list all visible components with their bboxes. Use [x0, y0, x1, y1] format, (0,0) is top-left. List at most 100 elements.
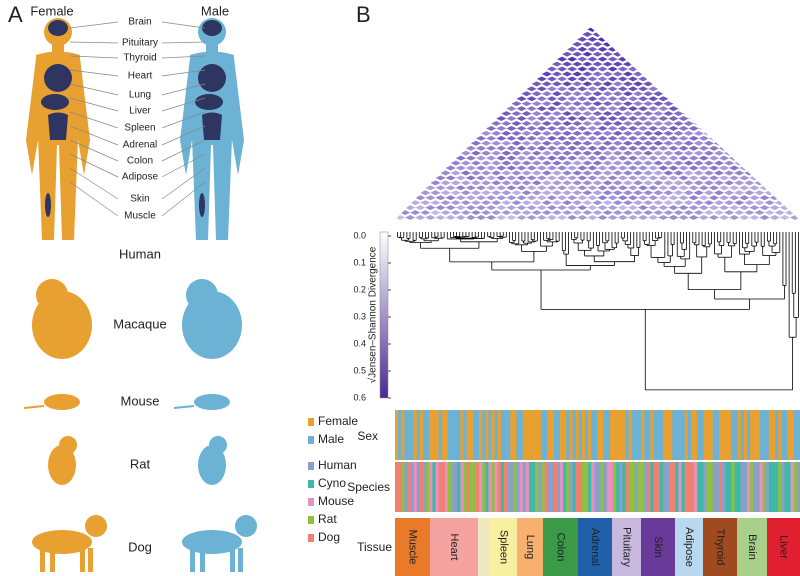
- heat-cell: [622, 160, 633, 166]
- heat-cell: [703, 180, 714, 186]
- heat-cell: [607, 145, 618, 151]
- species-stripe: [444, 462, 449, 512]
- species-stripe: [703, 462, 707, 512]
- species-stripe: [622, 462, 626, 512]
- tissue-label: Skin: [652, 536, 664, 557]
- heat-cell: [486, 145, 497, 151]
- species-stripe: [550, 462, 555, 512]
- heat-cell: [597, 215, 608, 220]
- heat-cell: [546, 155, 557, 161]
- heat-cell: [476, 175, 487, 181]
- heat-cell: [627, 205, 638, 211]
- heat-cell: [496, 165, 507, 171]
- heat-cell: [450, 160, 461, 166]
- heat-cell: [425, 215, 436, 220]
- heat-cell: [567, 106, 578, 112]
- heat-cell: [476, 195, 487, 201]
- heat-cell: [769, 195, 780, 201]
- sex-stripe: [538, 410, 542, 460]
- sex-stripe: [600, 410, 605, 460]
- sex-stripe: [438, 410, 443, 460]
- heat-cell: [526, 116, 537, 121]
- heat-cell: [577, 76, 588, 82]
- leader-line: [69, 153, 119, 178]
- heat-cell: [617, 215, 628, 220]
- organ-shape: [41, 94, 69, 110]
- heat-cell: [587, 36, 598, 42]
- heat-cell: [455, 175, 466, 181]
- heat-cell: [658, 96, 669, 102]
- heat-cell: [511, 200, 522, 206]
- heat-cell: [582, 91, 593, 97]
- heat-cell: [526, 185, 537, 191]
- animal: [50, 548, 55, 572]
- sex-stripe: [395, 410, 399, 460]
- heat-cell: [693, 121, 704, 126]
- heat-cell: [455, 195, 466, 201]
- heat-cell: [470, 180, 482, 186]
- heat-cell: [562, 150, 573, 156]
- heat-cell: [789, 215, 800, 220]
- heat-cell: [597, 86, 608, 92]
- heat-cell: [476, 185, 487, 191]
- heat-cell: [688, 185, 699, 191]
- heat-cell: [536, 215, 547, 220]
- heat-cell: [612, 150, 623, 156]
- heat-cell: [693, 130, 704, 136]
- heat-cell: [587, 165, 598, 171]
- heat-cell: [501, 200, 512, 206]
- animal: [48, 445, 76, 485]
- sex-stripe: [765, 410, 770, 460]
- heat-cell: [617, 86, 628, 92]
- heat-cell: [582, 41, 593, 47]
- heat-cell: [638, 145, 649, 151]
- species-stripe: [591, 462, 595, 512]
- heat-cell: [501, 170, 512, 176]
- heat-cell: [779, 215, 790, 220]
- heat-cell: [541, 121, 552, 126]
- leader-line: [69, 83, 119, 96]
- heat-cell: [734, 170, 745, 176]
- heat-cell: [708, 155, 719, 161]
- heat-cell: [557, 155, 568, 161]
- legend-swatch: [308, 516, 314, 524]
- heat-cell: [551, 170, 563, 176]
- heat-cell: [612, 91, 623, 97]
- sex-stripe: [547, 410, 552, 460]
- heat-cell: [470, 210, 482, 216]
- heat-cell: [607, 96, 618, 102]
- heat-cell: [602, 190, 613, 196]
- tissue-label: Liver: [778, 535, 790, 559]
- species-stripe: [650, 462, 654, 512]
- heat-cell: [491, 210, 502, 216]
- heat-cell: [577, 185, 588, 191]
- heat-cell: [536, 116, 547, 121]
- heat-cell: [729, 195, 740, 201]
- heat-cell: [470, 190, 482, 196]
- heat-cell: [663, 140, 674, 146]
- species-stripe: [725, 462, 729, 512]
- tissue-label: Adrenal: [589, 528, 601, 566]
- heat-cell: [562, 91, 573, 97]
- sex-stripe: [613, 410, 617, 460]
- heat-cell: [577, 66, 588, 72]
- heat-cell: [673, 190, 684, 196]
- heat-cell: [653, 91, 664, 97]
- panel-label: A: [8, 2, 23, 27]
- heat-cell: [632, 180, 644, 186]
- heat-cell: [531, 200, 542, 206]
- species-stripe: [616, 462, 620, 512]
- heat-cell: [617, 66, 628, 72]
- heat-cell: [460, 160, 471, 166]
- organ-label: Adrenal: [123, 140, 157, 151]
- heat-cell: [612, 160, 623, 166]
- heat-cell: [562, 121, 573, 126]
- heat-cell: [577, 116, 588, 121]
- heat-cell: [729, 175, 740, 181]
- species-stripe: [469, 462, 474, 512]
- species-stripe: [659, 462, 664, 512]
- heat-cell: [602, 81, 613, 87]
- species-stripe: [407, 462, 411, 512]
- heat-cell: [648, 116, 659, 121]
- species-stripe: [494, 462, 499, 512]
